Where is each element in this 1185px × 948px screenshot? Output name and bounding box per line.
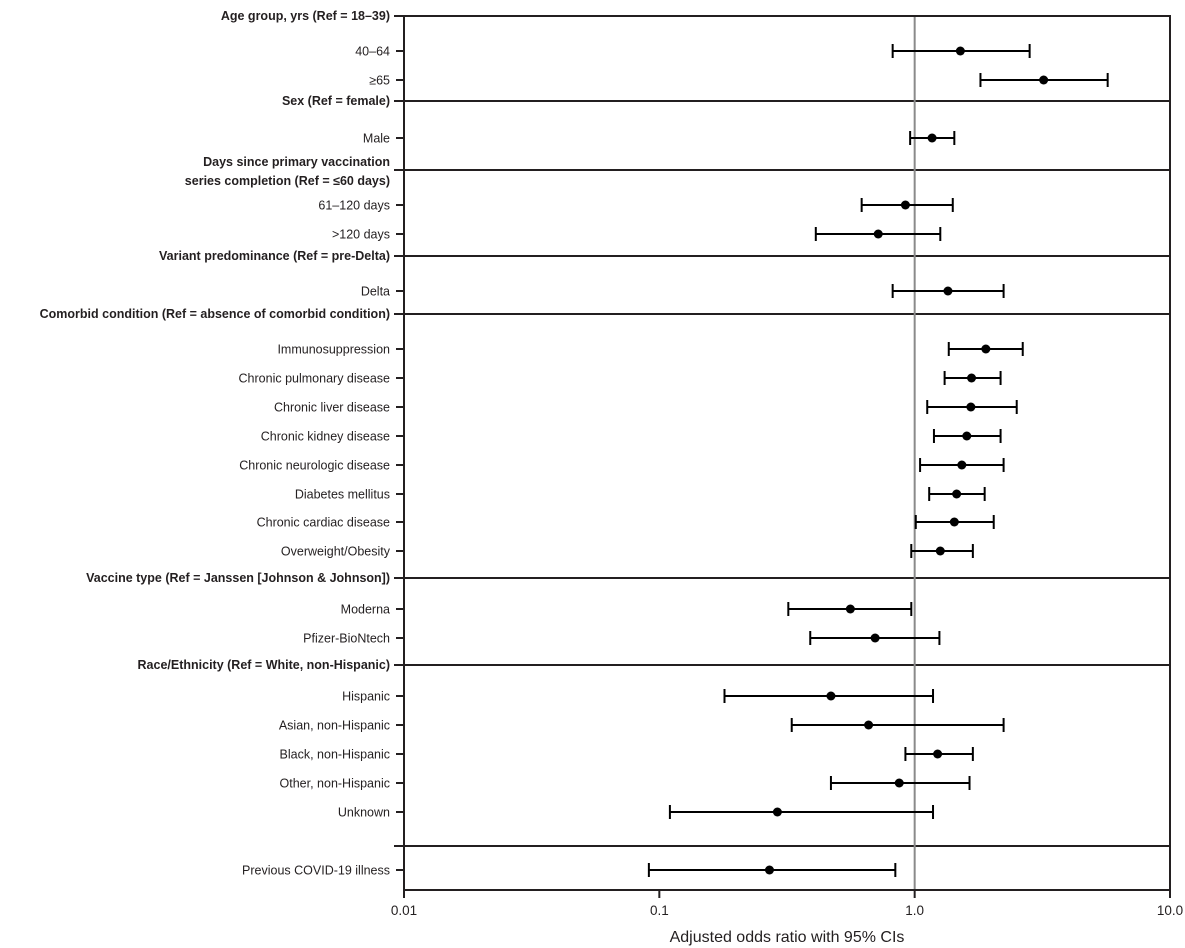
point-estimate [952,489,962,499]
estimate-2 [979,73,1109,87]
point-estimate [864,720,874,730]
section-header-line2: series completion (Ref = ≤60 days) [185,174,390,188]
row-label: Chronic pulmonary disease [239,372,391,386]
estimate-16 [928,487,986,501]
point-estimate [764,865,774,875]
estimate-26 [829,776,971,790]
row-label: Chronic cardiac disease [257,516,390,530]
estimate-11 [947,342,1024,356]
estimate-27 [668,805,935,819]
point-estimate [935,546,945,556]
estimate-4 [909,131,956,145]
estimate-23 [723,689,935,703]
point-estimate [981,344,991,354]
row-label: Male [363,132,390,146]
point-estimate [943,286,953,296]
plot-marks [647,44,1109,877]
point-estimate [826,691,836,701]
section-header: Variant predominance (Ref = pre-Delta) [159,249,390,263]
section-header: Race/Ethnicity (Ref = White, non-Hispani… [138,658,390,672]
row-label: Chronic liver disease [274,401,390,415]
row-label: Unknown [338,806,390,820]
row-label: ≥65 [369,74,390,88]
point-estimate [900,200,910,210]
point-estimate [933,749,943,759]
row-label: 40–64 [355,45,390,59]
section-header: Vaccine type (Ref = Janssen [Johnson & J… [86,571,390,585]
row-label: Diabetes mellitus [295,488,390,502]
point-estimate [962,431,972,441]
x-axis: 0.01 0.1 1.0 10.0 [391,890,1183,918]
row-label: 61–120 days [318,199,390,213]
estimate-12 [943,371,1002,385]
estimate-14 [932,429,1002,443]
point-estimate [966,402,976,412]
row-label: Previous COVID-19 illness [242,864,390,878]
point-estimate [894,778,904,788]
row-label: Pfizer-BioNtech [303,632,390,646]
point-estimate [772,807,782,817]
estimate-6 [860,198,954,212]
row-label: Overweight/Obesity [281,545,391,559]
x-axis-label: Adjusted odds ratio with 95% CIs [670,929,905,946]
estimate-24 [790,718,1005,732]
row-label: Chronic neurologic disease [239,459,390,473]
estimate-13 [926,400,1018,414]
row-label: Moderna [341,603,390,617]
point-estimate [949,517,959,527]
row-label: Asian, non-Hispanic [279,719,390,733]
row-label: Immunosuppression [277,343,390,357]
estimate-17 [914,515,995,529]
section-header: Sex (Ref = female) [282,94,390,108]
section-header: Age group, yrs (Ref = 18–39) [221,9,390,23]
point-estimate [873,229,883,239]
estimate-20 [787,602,913,616]
estimate-21 [809,631,941,645]
plot-rows: Age group, yrs (Ref = 18–39) 40–64 ≥65 Sex … [40,9,1170,878]
point-estimate [967,373,977,383]
estimate-1 [891,44,1031,58]
x-tick-label: 1.0 [905,903,924,918]
point-estimate [1039,75,1049,85]
estimate-7 [814,227,942,241]
section-header: Comorbid condition (Ref = absence of com… [40,307,390,321]
point-estimate [957,460,967,470]
x-tick-label: 10.0 [1157,903,1183,918]
row-label: >120 days [332,228,390,242]
row-label: Black, non-Hispanic [280,748,390,762]
row-label: Other, non-Hispanic [280,777,390,791]
estimate-9 [891,284,1005,298]
point-estimate [870,633,880,643]
row-label: Hispanic [342,690,390,704]
plot-frame [403,15,1171,891]
row-label: Chronic kidney disease [261,430,390,444]
point-estimate [927,133,937,143]
estimate-29 [647,863,897,877]
estimate-15 [919,458,1005,472]
x-tick-label: 0.01 [391,903,417,918]
point-estimate [955,46,965,56]
section-header: Days since primary vaccination [203,155,390,169]
x-tick-label: 0.1 [650,903,669,918]
estimate-25 [904,747,974,761]
point-estimate [845,604,855,614]
row-label: Delta [361,285,390,299]
estimate-18 [910,544,974,558]
